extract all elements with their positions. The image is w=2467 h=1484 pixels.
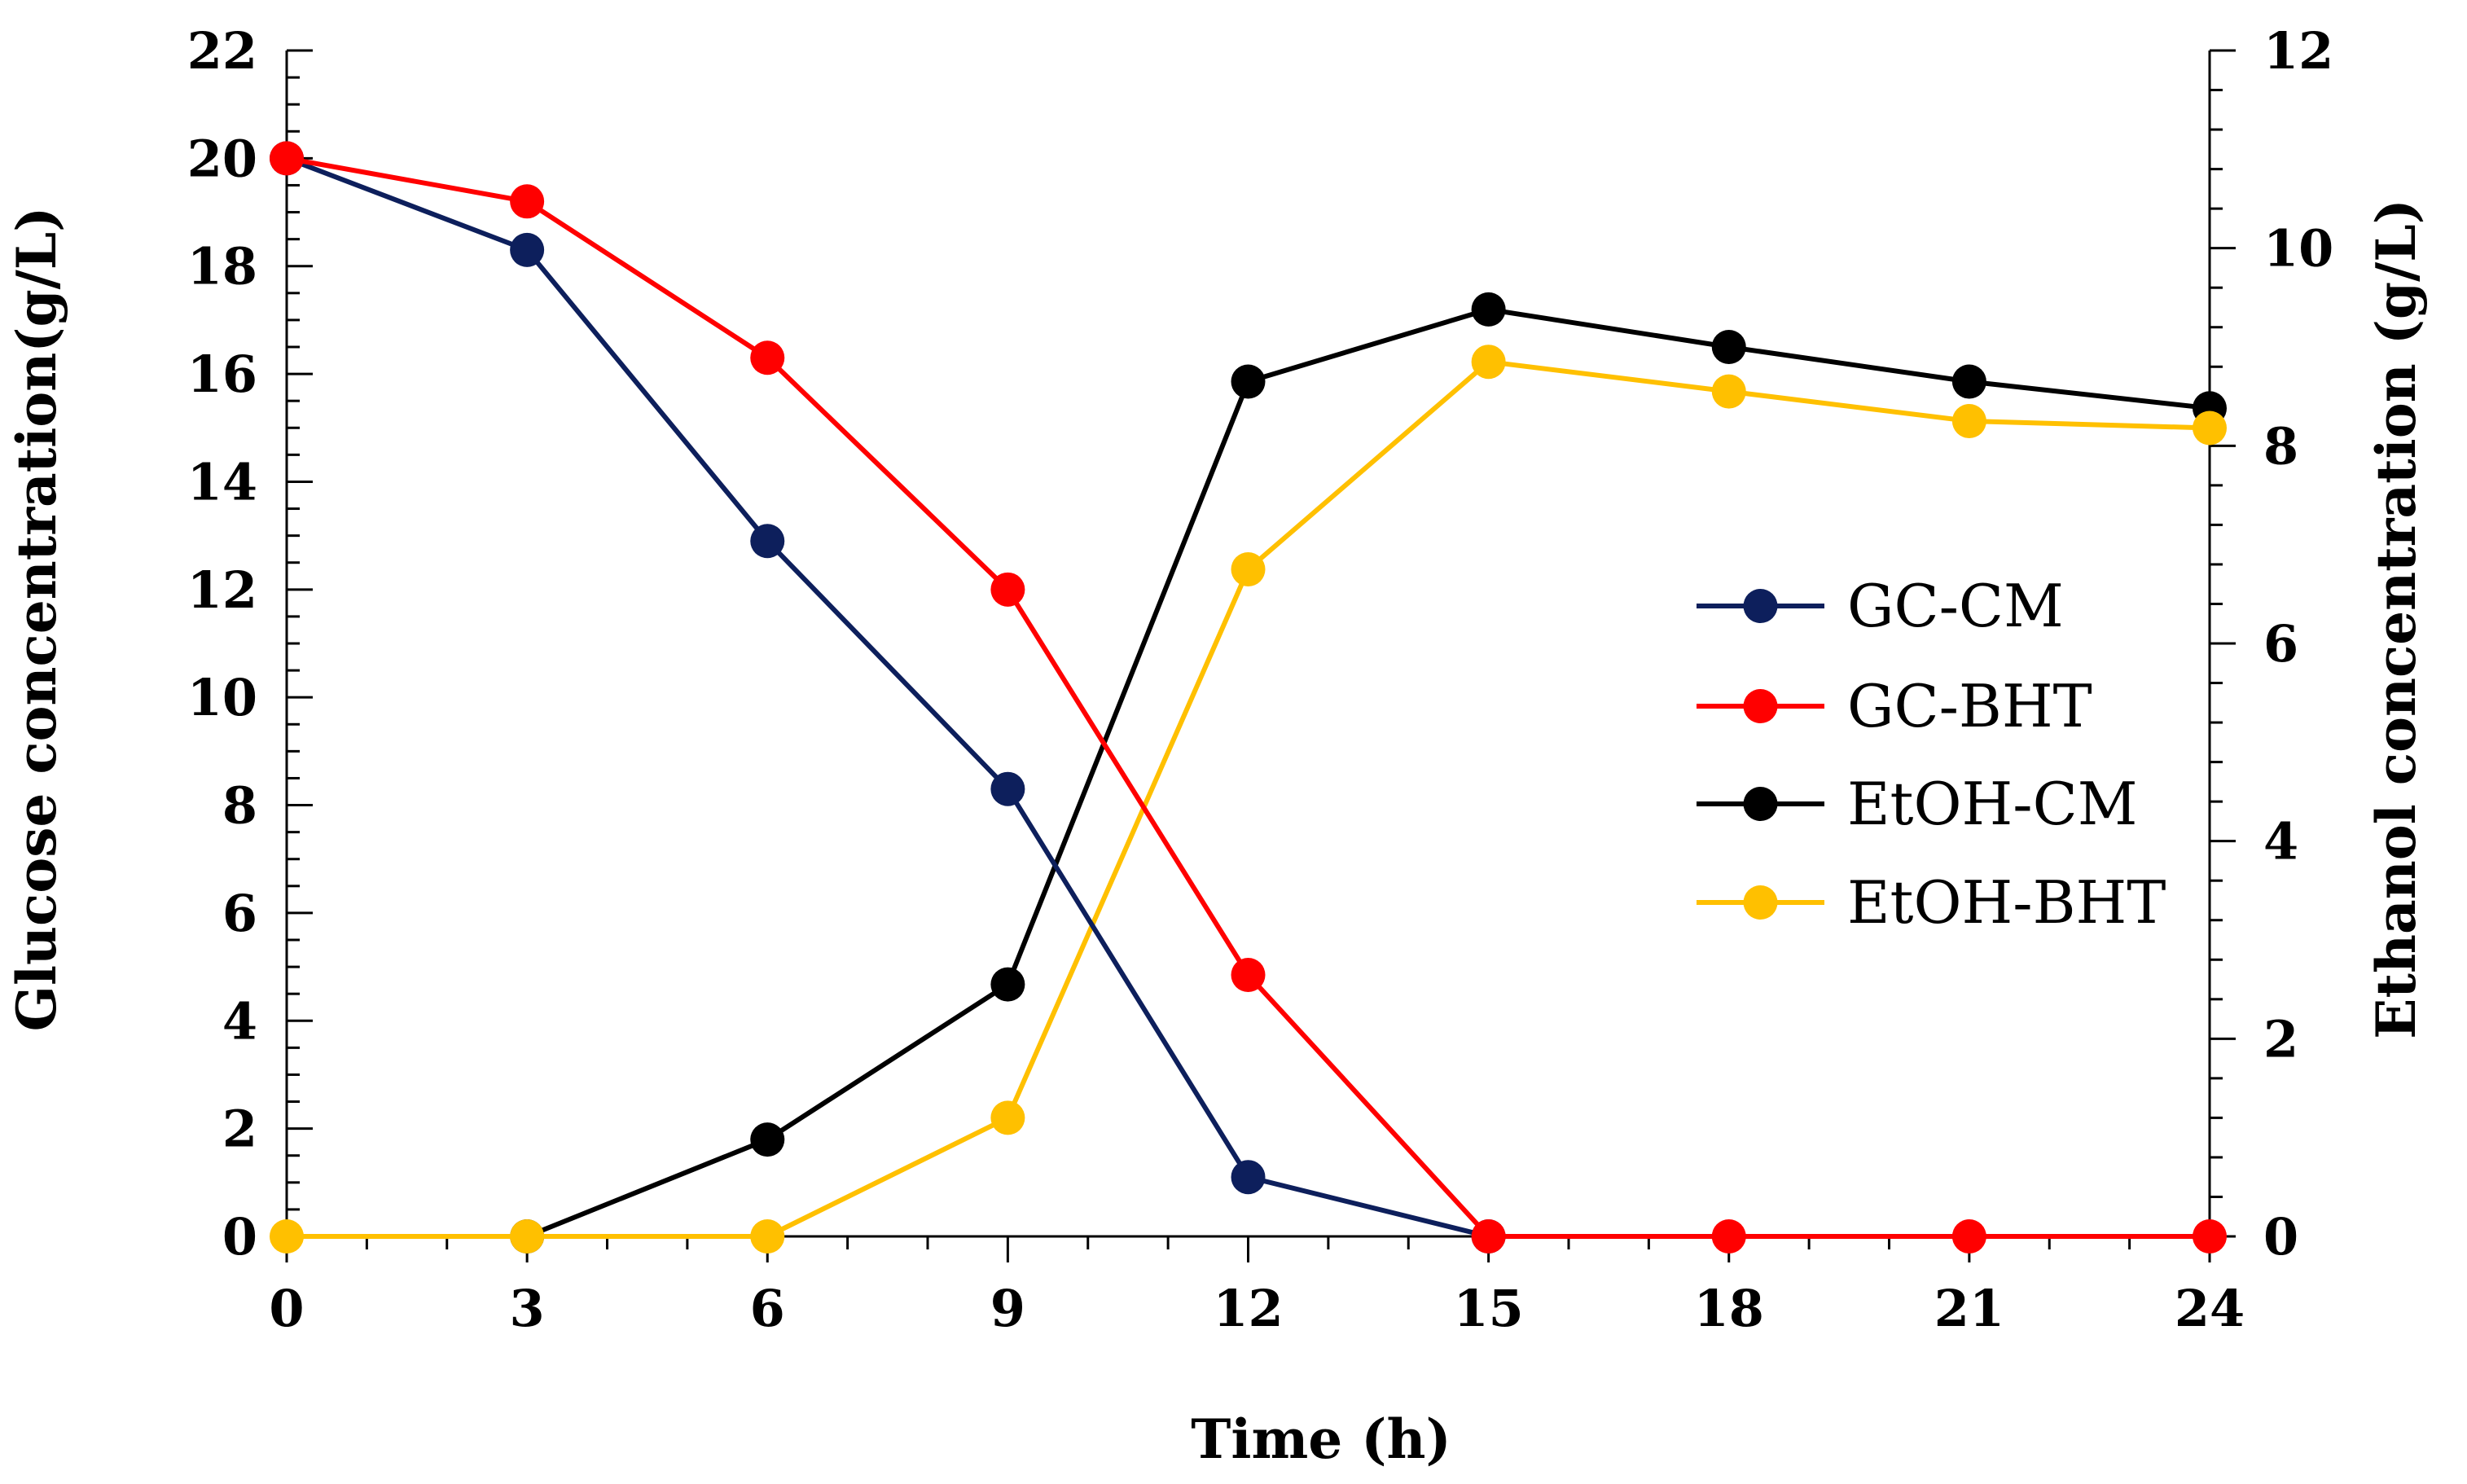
data-point-etoh-cm bbox=[990, 967, 1025, 1002]
y-left-tick-label: 8 bbox=[222, 776, 257, 836]
data-point-etoh-cm bbox=[1951, 364, 1986, 399]
data-point-etoh-cm bbox=[1471, 292, 1506, 327]
y-left-tick-label: 14 bbox=[187, 452, 257, 511]
legend-label-etoh-cm: EtOH-CM bbox=[1847, 770, 2137, 838]
data-point-etoh-cm bbox=[750, 1122, 785, 1157]
y-left-tick-label: 18 bbox=[187, 237, 257, 296]
data-point-gc-bht bbox=[1951, 1219, 1986, 1253]
y-left-tick-label: 2 bbox=[222, 1100, 257, 1159]
y-right-axis-title: Ethanol concentration (g/L) bbox=[2364, 199, 2428, 1039]
y-left-tick-label: 4 bbox=[222, 991, 257, 1051]
y-left-tick-label: 12 bbox=[187, 560, 257, 620]
data-point-etoh-bht bbox=[1711, 374, 1746, 409]
y-left-axis-title: Glucose concentration(g/L) bbox=[5, 207, 68, 1032]
data-point-gc-bht bbox=[990, 572, 1025, 607]
legend-label-gc-bht: GC-BHT bbox=[1847, 672, 2092, 740]
y-right-tick-label: 6 bbox=[2263, 614, 2298, 674]
data-point-etoh-cm bbox=[1711, 330, 1746, 364]
y-right-tick-label: 12 bbox=[2263, 21, 2333, 81]
y-right-tick-label: 10 bbox=[2263, 219, 2333, 279]
data-point-etoh-bht bbox=[1951, 404, 1986, 438]
y-left-tick-label: 6 bbox=[222, 884, 257, 943]
x-tick-label: 3 bbox=[510, 1279, 545, 1338]
data-point-etoh-bht bbox=[510, 1219, 545, 1253]
data-point-etoh-bht bbox=[990, 1100, 1025, 1135]
data-point-gc-bht bbox=[750, 340, 785, 375]
x-tick-label: 21 bbox=[1934, 1279, 2004, 1338]
legend-marker-etoh-cm bbox=[1743, 787, 1778, 821]
data-point-gc-bht bbox=[270, 141, 304, 176]
legend-marker-gc-cm bbox=[1743, 589, 1778, 623]
x-tick-label: 24 bbox=[2175, 1279, 2245, 1338]
data-point-gc-bht bbox=[1711, 1219, 1746, 1253]
y-left-tick-label: 20 bbox=[187, 129, 257, 188]
legend-marker-etoh-bht bbox=[1743, 885, 1778, 920]
legend-label-etoh-bht: EtOH-BHT bbox=[1847, 868, 2166, 937]
series-line-gc-cm bbox=[285, 156, 1490, 1239]
data-point-gc-bht bbox=[1231, 958, 1266, 993]
x-tick-label: 18 bbox=[1694, 1279, 1764, 1338]
x-tick-label: 9 bbox=[990, 1279, 1025, 1338]
data-point-gc-bht bbox=[1471, 1219, 1506, 1253]
y-right-tick-label: 0 bbox=[2263, 1207, 2298, 1267]
series-line-etoh-cm bbox=[525, 306, 2210, 1239]
x-tick-label: 15 bbox=[1453, 1279, 1523, 1338]
data-point-gc-bht bbox=[2193, 1219, 2227, 1253]
legend-marker-gc-bht bbox=[1743, 689, 1778, 723]
legend-label-gc-cm: GC-CM bbox=[1847, 572, 2064, 640]
data-point-gc-cm bbox=[510, 232, 545, 267]
y-right-tick-label: 8 bbox=[2263, 416, 2298, 476]
y-left-tick-label: 22 bbox=[187, 21, 257, 81]
data-point-gc-cm bbox=[750, 524, 785, 559]
series-layer bbox=[270, 141, 2227, 1253]
legend: GC-CM GC-BHT EtOH-CM EtOH-BHT bbox=[1697, 572, 2166, 937]
axes bbox=[285, 50, 2211, 1238]
y-right-tick-label: 2 bbox=[2263, 1009, 2298, 1069]
data-point-etoh-bht bbox=[270, 1219, 304, 1253]
y-left-tick-label: 10 bbox=[187, 668, 257, 727]
ticks: 0 3 6 9 12 15 18 21 2402468101214161820220246810… bbox=[187, 21, 2334, 1338]
x-axis-title: Time (h) bbox=[1191, 1407, 1451, 1471]
x-tick-label: 12 bbox=[1213, 1279, 1283, 1338]
data-point-etoh-cm bbox=[1231, 364, 1266, 399]
x-tick-label: 0 bbox=[269, 1279, 304, 1338]
data-point-etoh-bht bbox=[1231, 552, 1266, 586]
data-point-gc-bht bbox=[510, 184, 545, 219]
y-left-tick-label: 0 bbox=[222, 1207, 257, 1267]
data-point-gc-cm bbox=[990, 771, 1025, 806]
data-point-etoh-bht bbox=[2193, 411, 2227, 446]
data-point-etoh-bht bbox=[1471, 345, 1506, 380]
data-point-gc-cm bbox=[1231, 1160, 1266, 1195]
y-right-tick-label: 4 bbox=[2263, 812, 2298, 872]
data-point-etoh-bht bbox=[750, 1219, 785, 1253]
x-tick-label: 6 bbox=[750, 1279, 785, 1338]
y-left-tick-label: 16 bbox=[187, 345, 257, 404]
